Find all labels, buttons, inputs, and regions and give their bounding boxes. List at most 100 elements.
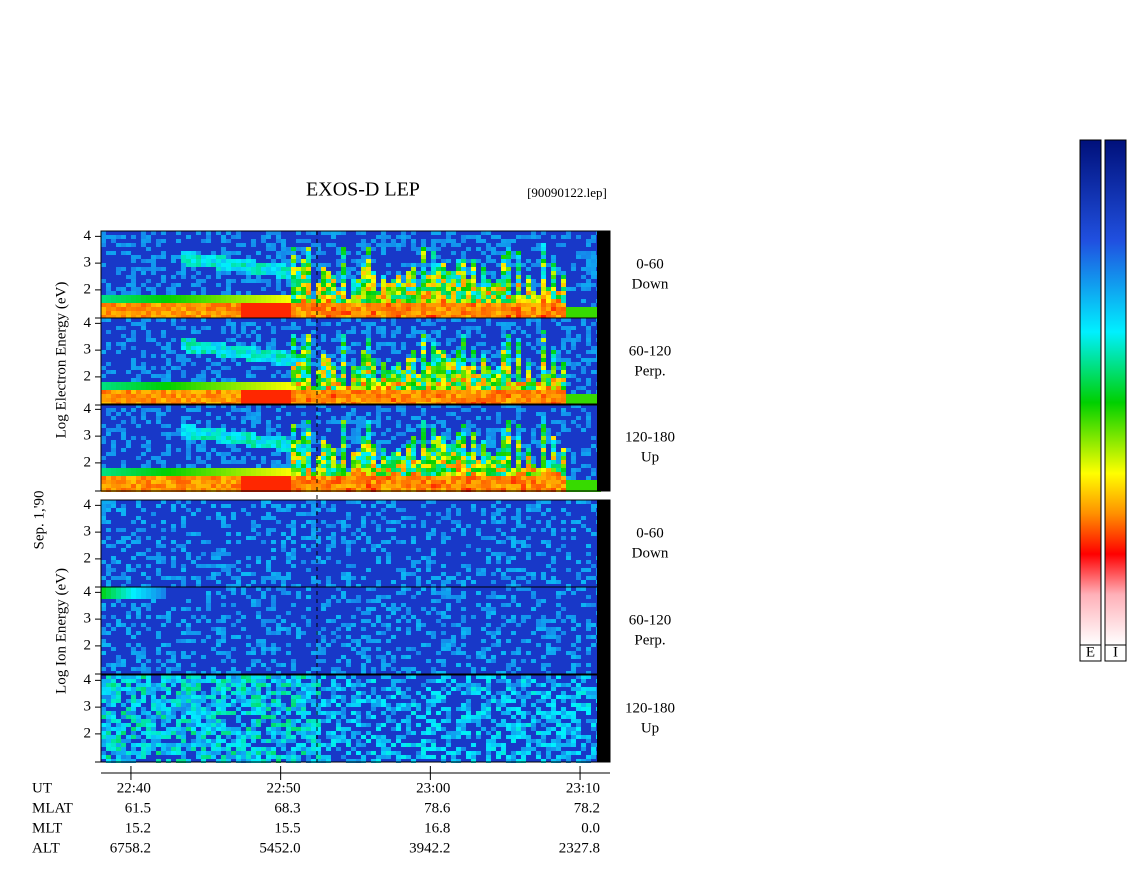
spectrogram-cell <box>391 394 396 398</box>
spectrogram-cell <box>281 386 286 390</box>
spectrogram-cell <box>191 424 196 428</box>
spectrogram-cell <box>316 263 321 267</box>
spectrogram-cell <box>311 576 316 580</box>
spectrogram-cell <box>316 251 321 255</box>
spectrogram-cell <box>296 271 301 275</box>
spectrogram-cell <box>436 271 441 275</box>
spectrogram-cell <box>516 448 521 452</box>
spectrogram-cell <box>441 452 446 456</box>
spectrogram-cell <box>316 362 321 366</box>
spectrogram-cell <box>191 480 196 484</box>
spectrogram-cell <box>321 382 326 386</box>
spectrogram-cell <box>496 552 501 556</box>
spectrogram-cell <box>131 587 136 591</box>
spectrogram-cell <box>506 432 511 436</box>
spectrogram-cell <box>201 432 206 436</box>
spectrogram-cell <box>126 468 131 472</box>
spectrogram-cell <box>201 480 206 484</box>
spectrogram-cell <box>351 330 356 334</box>
spectrogram-cell <box>506 362 511 366</box>
spectrogram-cell <box>186 532 191 536</box>
spectrogram-cell <box>506 404 511 408</box>
spectrogram-cell <box>376 544 381 548</box>
spectrogram-cell <box>491 362 496 366</box>
spectrogram-cell <box>191 299 196 303</box>
spectrogram-cell <box>306 374 311 378</box>
spectrogram-cell <box>431 468 436 472</box>
spectrogram-cell <box>451 480 456 484</box>
spectrogram-cell <box>306 386 311 390</box>
spectrogram-cell <box>281 382 286 386</box>
spectrogram-cell <box>336 464 341 468</box>
spectrogram-cell <box>246 444 251 448</box>
spectrogram-cell <box>286 358 291 362</box>
spectrogram-cell <box>406 299 411 303</box>
spectrogram-cell <box>316 303 321 307</box>
spectrogram-cell <box>116 484 121 488</box>
spectrogram-cell <box>321 404 326 408</box>
spectrogram-cell <box>106 299 111 303</box>
spectrogram-cell <box>251 504 256 508</box>
spectrogram-cell <box>156 303 161 307</box>
spectrogram-cell <box>201 444 206 448</box>
spectrogram-cell <box>446 342 451 346</box>
spectrogram-cell <box>186 444 191 448</box>
spectrogram-cell <box>461 283 466 287</box>
spectrogram-cell <box>446 394 451 398</box>
spectrogram-cell <box>501 404 506 408</box>
spectrogram-cell <box>516 235 521 239</box>
spectrogram-cell <box>481 251 486 255</box>
spectrogram-cell <box>226 271 231 275</box>
spectrogram-cell <box>251 303 256 307</box>
spectrogram-cell <box>396 420 401 424</box>
spectrogram-cell <box>446 378 451 382</box>
spectrogram-cell <box>181 436 186 440</box>
spectrogram-cell <box>221 247 226 251</box>
spectrogram-cell <box>286 279 291 283</box>
spectrogram-cell <box>376 440 381 444</box>
spectrogram-cell <box>471 386 476 390</box>
spectrogram-cell <box>431 263 436 267</box>
spectrogram-cell <box>351 436 356 440</box>
spectrogram-cell <box>506 239 511 243</box>
spectrogram-cell <box>441 370 446 374</box>
spectrogram-cell <box>446 231 451 235</box>
spectrogram-cell <box>516 436 521 440</box>
spectrogram-cell <box>561 420 566 424</box>
spectrogram-cell <box>156 408 161 412</box>
spectrogram-cell <box>291 603 296 607</box>
spectrogram-cell <box>421 444 426 448</box>
spectrogram-cell <box>341 591 346 595</box>
spectrogram-cell <box>496 464 501 468</box>
spectrogram-cell <box>461 299 466 303</box>
spectrogram-cell <box>261 366 266 370</box>
spectrogram-cell <box>281 358 286 362</box>
spectrogram-cell <box>526 488 531 492</box>
spectrogram-cell <box>251 354 256 358</box>
spectrogram-cell <box>496 315 501 319</box>
spectrogram-cell <box>396 468 401 472</box>
spectrogram-cell <box>291 251 296 255</box>
spectrogram-cell <box>346 488 351 492</box>
spectrogram-cell <box>531 299 536 303</box>
spectrogram-cell <box>121 346 126 350</box>
spectrogram-cell <box>381 287 386 291</box>
spectrogram-cell <box>336 358 341 362</box>
spectrogram-cell <box>401 408 406 412</box>
spectrogram-cell <box>291 394 296 398</box>
spectrogram-cell <box>406 390 411 394</box>
spectrogram-cell <box>151 556 156 560</box>
spectrogram-cell <box>231 259 236 263</box>
spectrogram-cell <box>331 584 336 588</box>
spectrogram-cell <box>186 408 191 412</box>
spectrogram-cell <box>491 307 496 311</box>
spectrogram-cell <box>491 390 496 394</box>
spectrogram-cell <box>346 311 351 315</box>
spectrogram-cell <box>116 287 121 291</box>
spectrogram-cell <box>356 464 361 468</box>
spectrogram-cell <box>501 472 506 476</box>
spectrogram-cell <box>556 243 561 247</box>
spectrogram-cell <box>131 382 136 386</box>
spectrogram-cell <box>366 390 371 394</box>
spectrogram-cell <box>366 420 371 424</box>
